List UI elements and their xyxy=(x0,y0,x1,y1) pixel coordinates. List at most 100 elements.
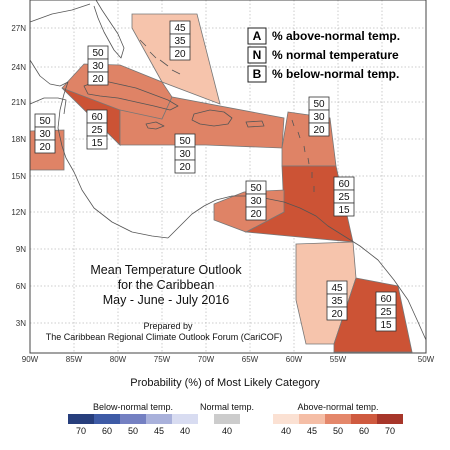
swatch xyxy=(94,414,120,424)
svg-text:35: 35 xyxy=(331,296,343,307)
swatch-value: 45 xyxy=(306,426,317,436)
svg-text:30: 30 xyxy=(92,61,104,72)
key-desc-above: % above-normal temp. xyxy=(272,29,400,43)
tick-lon: 90W xyxy=(22,355,39,364)
prob-box-abc-islands: 50 30 20 xyxy=(245,180,267,221)
legend-title: Probability (%) of Most Likely Category xyxy=(130,377,320,389)
normal-swatches xyxy=(200,414,254,424)
svg-text:25: 25 xyxy=(380,307,392,318)
key-letter-normal: N xyxy=(253,48,262,62)
swatch xyxy=(273,414,299,424)
tick-lat: 15N xyxy=(11,172,26,181)
title-line-1: Mean Temperature Outlook xyxy=(90,263,242,277)
below-normal-label: Below-normal temp. xyxy=(92,402,174,412)
prob-box-cuba: 50 30 20 xyxy=(87,45,109,86)
category-key: A % above-normal temp. N % normal temper… xyxy=(247,27,400,83)
svg-text:20: 20 xyxy=(331,309,343,320)
svg-text:15: 15 xyxy=(380,320,392,331)
longitude-ticks: 90W 85W 80W 75W 70W 65W 60W 55W 50W xyxy=(22,355,435,364)
prob-box-suriname: 60 25 15 xyxy=(375,291,397,332)
above-normal-scale: Above-normal temp. 40 45 50 60 70 xyxy=(273,402,403,436)
svg-text:50: 50 xyxy=(313,99,325,110)
map-title: Mean Temperature Outlook for the Caribbe… xyxy=(90,263,242,307)
title-line-3: May - June - July 2016 xyxy=(103,293,229,307)
svg-text:30: 30 xyxy=(313,112,325,123)
svg-text:30: 30 xyxy=(179,149,191,160)
svg-text:50: 50 xyxy=(250,183,262,194)
tick-lat: 21N xyxy=(11,98,26,107)
swatch-value: 60 xyxy=(358,426,369,436)
svg-text:60: 60 xyxy=(380,294,392,305)
tick-lon: 85W xyxy=(66,355,83,364)
svg-text:20: 20 xyxy=(92,74,104,85)
swatch xyxy=(120,414,146,424)
swatch xyxy=(351,414,377,424)
swatch xyxy=(299,414,325,424)
tick-lat: 3N xyxy=(16,319,26,328)
swatch xyxy=(214,414,240,424)
swatch-value: 60 xyxy=(101,426,112,436)
credit-line-1: Prepared by xyxy=(143,321,193,331)
below-normal-swatches xyxy=(68,414,198,424)
swatch xyxy=(172,414,198,424)
svg-text:30: 30 xyxy=(250,196,262,207)
tick-lon: 55W xyxy=(330,355,347,364)
svg-text:50: 50 xyxy=(39,116,51,127)
svg-text:60: 60 xyxy=(338,179,350,190)
svg-text:35: 35 xyxy=(174,36,186,47)
svg-text:20: 20 xyxy=(313,125,325,136)
svg-text:25: 25 xyxy=(338,192,350,203)
prob-box-hispaniola: 50 30 20 xyxy=(174,133,196,174)
swatch-value: 50 xyxy=(127,426,138,436)
svg-text:20: 20 xyxy=(179,162,191,173)
credit-line-2: The Caribbean Regional Climate Outlook F… xyxy=(46,332,283,342)
swatch xyxy=(325,414,351,424)
svg-text:50: 50 xyxy=(92,48,104,59)
key-letter-below: B xyxy=(253,67,262,81)
swatch-value: 70 xyxy=(75,426,86,436)
swatch-value: 50 xyxy=(332,426,343,436)
swatch-value: 40 xyxy=(221,426,232,436)
tick-lon: 75W xyxy=(154,355,171,364)
svg-text:60: 60 xyxy=(91,112,103,123)
outlook-map: 90W 85W 80W 75W 70W 65W 60W 55W 50W 27N … xyxy=(11,0,435,364)
swatch xyxy=(68,414,94,424)
credit: Prepared by The Caribbean Regional Clima… xyxy=(46,321,283,342)
above-normal-label: Above-normal temp. xyxy=(297,402,379,412)
latitude-ticks: 27N 24N 21N 18N 15N 12N 9N 6N 3N xyxy=(11,24,26,328)
tick-lat: 24N xyxy=(11,63,26,72)
swatch xyxy=(146,414,172,424)
tick-lon: 60W xyxy=(286,355,303,364)
swatch-value: 70 xyxy=(384,426,395,436)
tick-lat: 27N xyxy=(11,24,26,33)
tick-lat: 12N xyxy=(11,208,26,217)
prob-box-belize: 50 30 20 xyxy=(34,113,56,154)
tick-lon: 80W xyxy=(110,355,127,364)
svg-text:20: 20 xyxy=(174,49,186,60)
prob-box-leeward: 50 30 20 xyxy=(308,96,330,137)
region-greater-antilles xyxy=(119,96,285,149)
probability-legend: Probability (%) of Most Likely Category … xyxy=(0,370,450,450)
swatch-value: 45 xyxy=(153,426,164,436)
svg-text:50: 50 xyxy=(179,136,191,147)
svg-text:45: 45 xyxy=(331,283,343,294)
coastlines xyxy=(29,0,427,341)
key-desc-below: % below-normal temp. xyxy=(272,67,399,81)
tick-lat: 9N xyxy=(16,245,26,254)
tick-lat: 6N xyxy=(16,282,26,291)
prob-box-windward: 60 25 15 xyxy=(333,176,355,217)
prob-box-guyana: 45 35 20 xyxy=(326,280,348,321)
prob-box-bahamas: 45 35 20 xyxy=(169,20,191,61)
above-normal-swatches xyxy=(273,414,403,424)
svg-text:20: 20 xyxy=(250,209,262,220)
normal-scale: Normal temp. 40 xyxy=(200,402,254,436)
svg-text:25: 25 xyxy=(91,125,103,136)
swatch-value: 40 xyxy=(179,426,190,436)
tick-lon: 65W xyxy=(242,355,259,364)
swatch xyxy=(377,414,403,424)
normal-label: Normal temp. xyxy=(200,402,255,412)
svg-text:15: 15 xyxy=(91,138,103,149)
title-line-2: for the Caribbean xyxy=(118,278,215,292)
tick-lon: 70W xyxy=(198,355,215,364)
svg-text:15: 15 xyxy=(338,205,350,216)
